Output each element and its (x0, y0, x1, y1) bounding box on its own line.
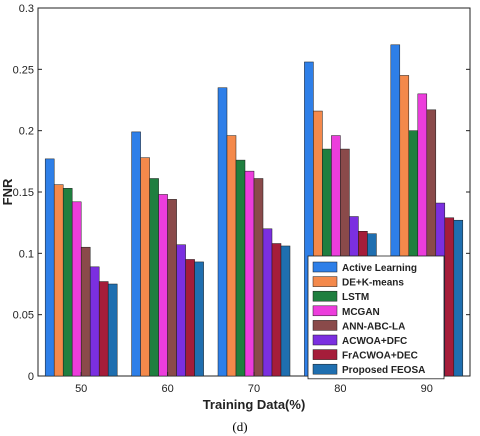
x-axis-ticks: 50 60 70 80 90 (75, 372, 433, 395)
bar (185, 259, 195, 377)
x-axis-label: Training Data(%) (203, 397, 306, 412)
bar (44, 158, 55, 377)
bar (194, 261, 204, 377)
legend-label: DE+K-means (342, 278, 404, 289)
legend-label: Proposed FEOSA (342, 365, 425, 376)
bar (253, 178, 264, 377)
figure-caption: (d) (232, 419, 247, 434)
legend-swatch (312, 290, 338, 302)
legend-label: ANN-ABC-LA (342, 321, 405, 332)
y-tick-label: 0.15 (13, 187, 34, 199)
bar (71, 201, 82, 377)
legend-swatch (312, 334, 338, 346)
y-tick-label: 0.25 (13, 64, 34, 76)
y-tick-label: 0.2 (19, 126, 34, 138)
y-tick-label: 0.05 (13, 310, 34, 322)
bar (244, 170, 255, 377)
bar (176, 244, 186, 377)
bar (107, 283, 118, 377)
bar (280, 245, 291, 377)
bar (53, 184, 64, 377)
legend-label: FrACWOA+DEC (342, 351, 418, 362)
legend-label: Active Learning (342, 263, 417, 274)
x-tick-label: 50 (75, 383, 87, 395)
bar (98, 281, 109, 377)
bar (444, 217, 455, 377)
legend-swatch (312, 305, 338, 317)
bar (271, 243, 282, 377)
bar (89, 266, 100, 377)
bar (149, 178, 159, 377)
bar (217, 87, 228, 377)
y-axis-ticks: 0 0.05 0.1 0.15 0.2 0.25 0.3 (13, 3, 470, 383)
bar (62, 188, 73, 377)
bar (235, 159, 246, 377)
legend-swatch (312, 276, 338, 287)
x-tick-label: 60 (161, 383, 173, 395)
legend-label: ACWOA+DFC (342, 336, 407, 347)
bar (80, 246, 91, 377)
legend-swatch (312, 349, 338, 360)
y-tick-label: 0.1 (19, 248, 34, 260)
x-tick-label: 70 (248, 383, 260, 395)
bar (453, 219, 464, 377)
legend: Active Learning DE+K-means LSTM MCGAN ANN-AB… (307, 255, 445, 380)
bar (140, 157, 150, 377)
x-tick-label: 80 (334, 383, 346, 395)
bar (158, 194, 168, 377)
y-tick-label: 0 (28, 371, 34, 383)
legend-label: MCGAN (342, 307, 380, 318)
bar (167, 199, 177, 377)
legend-label: LSTM (342, 292, 369, 303)
legend-swatch (312, 320, 338, 331)
y-axis-label: FNR (0, 178, 15, 205)
legend-swatch (312, 363, 338, 375)
bar (226, 135, 237, 377)
y-tick-label: 0.3 (19, 3, 34, 15)
bar (262, 228, 273, 377)
bar (131, 131, 141, 377)
legend-swatch (312, 261, 338, 273)
x-tick-label: 90 (421, 383, 433, 395)
